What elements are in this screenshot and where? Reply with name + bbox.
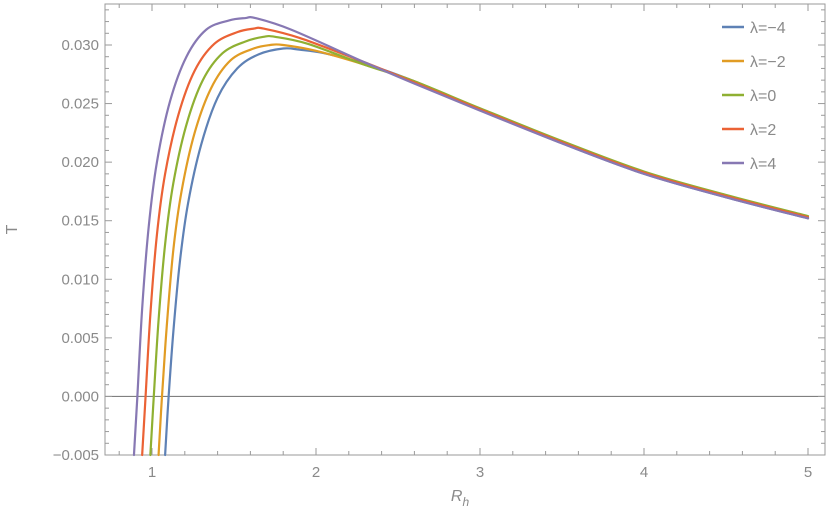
series-line-4 [132,15,810,457]
y-tick-label: 0.010 [61,271,99,288]
x-axis-title-main: R [451,488,463,505]
x-tick-label: 2 [312,464,320,481]
y-tick-label: 0.005 [61,330,99,347]
series-line-0 [164,47,810,457]
series-line-1 [157,43,810,457]
series-curves [132,15,810,457]
series-line-2 [149,34,810,457]
axis-ticks: 1 2 3 4 5 −0.005 0.000 0.005 0.010 0.015 0.020 0.02… [53,4,825,481]
x-tick-label: 5 [804,464,812,481]
legend-label-0: λ=−4 [750,20,786,37]
y-axis-title: T [4,224,21,234]
legend-label-4: λ=4 [750,156,776,173]
x-tick-label: 1 [148,464,156,481]
y-tick-label: 0.000 [61,388,99,405]
y-tick-label: −0.005 [53,447,99,464]
y-tick-label: 0.015 [61,213,99,230]
y-tick-label: 0.030 [61,37,99,54]
x-axis-title-sub: h [462,495,469,509]
x-tick-label: 4 [640,464,648,481]
plot-frame [104,3,826,456]
legend-label-1: λ=−2 [750,54,786,71]
x-tick-label: 3 [476,464,484,481]
legend-label-3: λ=2 [750,122,776,139]
y-tick-label: 0.020 [61,154,99,171]
x-axis-title: Rh [451,488,470,509]
legend: λ=−4 λ=−2 λ=0 λ=2 λ=4 [722,20,786,173]
legend-label-2: λ=0 [750,88,776,105]
y-tick-label: 0.025 [61,96,99,113]
series-line-3 [141,26,810,457]
